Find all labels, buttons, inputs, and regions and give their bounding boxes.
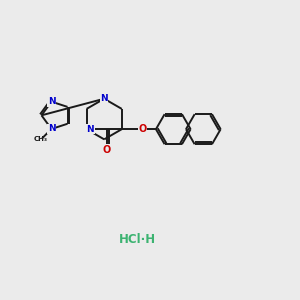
Text: O: O (103, 145, 111, 154)
Text: N: N (48, 124, 55, 134)
Text: N: N (86, 125, 94, 134)
Text: HCl·H: HCl·H (119, 233, 156, 246)
Text: O: O (138, 124, 146, 134)
Text: CH₃: CH₃ (34, 136, 48, 142)
Text: N: N (48, 97, 55, 106)
Text: N: N (100, 94, 108, 103)
